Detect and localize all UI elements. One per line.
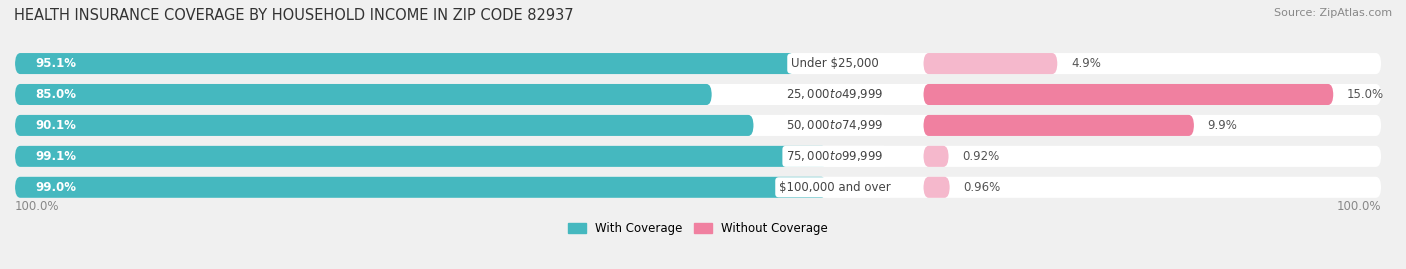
FancyBboxPatch shape <box>924 146 949 167</box>
FancyBboxPatch shape <box>15 177 827 198</box>
FancyBboxPatch shape <box>924 177 949 198</box>
Text: $25,000 to $49,999: $25,000 to $49,999 <box>786 87 883 101</box>
Text: Source: ZipAtlas.com: Source: ZipAtlas.com <box>1274 8 1392 18</box>
FancyBboxPatch shape <box>15 53 794 74</box>
Text: 99.1%: 99.1% <box>35 150 76 163</box>
Text: 100.0%: 100.0% <box>1337 200 1381 213</box>
Text: 15.0%: 15.0% <box>1347 88 1384 101</box>
Text: $100,000 and over: $100,000 and over <box>779 181 890 194</box>
Text: 0.96%: 0.96% <box>963 181 1001 194</box>
FancyBboxPatch shape <box>15 146 1381 167</box>
Text: 99.0%: 99.0% <box>35 181 76 194</box>
Text: $50,000 to $74,999: $50,000 to $74,999 <box>786 118 883 132</box>
Text: 85.0%: 85.0% <box>35 88 76 101</box>
FancyBboxPatch shape <box>924 53 1057 74</box>
Text: 100.0%: 100.0% <box>15 200 59 213</box>
Text: HEALTH INSURANCE COVERAGE BY HOUSEHOLD INCOME IN ZIP CODE 82937: HEALTH INSURANCE COVERAGE BY HOUSEHOLD I… <box>14 8 574 23</box>
Text: $75,000 to $99,999: $75,000 to $99,999 <box>786 149 883 163</box>
Legend: With Coverage, Without Coverage: With Coverage, Without Coverage <box>564 217 832 240</box>
FancyBboxPatch shape <box>15 84 1381 105</box>
Text: 90.1%: 90.1% <box>35 119 76 132</box>
Text: 9.9%: 9.9% <box>1208 119 1237 132</box>
FancyBboxPatch shape <box>924 84 1333 105</box>
Text: Under $25,000: Under $25,000 <box>790 57 879 70</box>
FancyBboxPatch shape <box>15 115 1381 136</box>
Text: 4.9%: 4.9% <box>1071 57 1101 70</box>
Text: 0.92%: 0.92% <box>962 150 1000 163</box>
FancyBboxPatch shape <box>924 115 1194 136</box>
FancyBboxPatch shape <box>15 53 1381 74</box>
FancyBboxPatch shape <box>15 146 827 167</box>
FancyBboxPatch shape <box>15 177 1381 198</box>
FancyBboxPatch shape <box>15 115 754 136</box>
Text: 95.1%: 95.1% <box>35 57 76 70</box>
FancyBboxPatch shape <box>15 84 711 105</box>
